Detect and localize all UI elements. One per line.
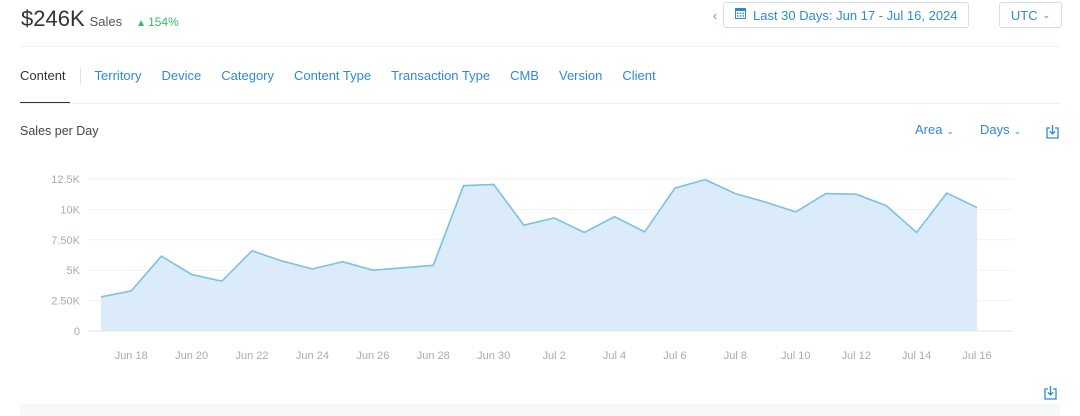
x-tick-label: Jul 6 bbox=[663, 350, 686, 362]
timezone-select[interactable]: UTC ⌄ bbox=[999, 2, 1062, 28]
sales-total: $246K bbox=[21, 6, 85, 31]
tab-client[interactable]: Client bbox=[622, 68, 656, 83]
x-tick-label: Jul 12 bbox=[841, 350, 870, 362]
download-icon[interactable] bbox=[1046, 124, 1059, 142]
download-icon[interactable] bbox=[1044, 385, 1057, 405]
next-section-strip bbox=[20, 404, 1060, 416]
chart-controls: Area ⌄ Days ⌄ bbox=[900, 122, 1070, 142]
tab-category[interactable]: Category bbox=[221, 68, 274, 83]
granularity-label: Days bbox=[980, 122, 1010, 137]
sales-per-day-chart: 0 2.50K 5K 7.50K 10K 12.5K Jun 18 Jun 20 Jun 22… bbox=[51, 174, 1013, 362]
x-tick-label: Jul 10 bbox=[781, 350, 810, 362]
date-range-button[interactable]: Last 30 Days: Jun 17 - Jul 16, 2024 bbox=[723, 2, 969, 28]
tab-content[interactable]: Content bbox=[20, 60, 80, 104]
x-tick-label: Jun 28 bbox=[417, 350, 450, 362]
x-tick-label: Jun 30 bbox=[477, 350, 510, 362]
tab-territory[interactable]: Territory bbox=[94, 68, 142, 83]
sales-summary: $246K Sales ▲ 154% bbox=[21, 6, 179, 42]
x-tick-label: Jun 22 bbox=[236, 350, 269, 362]
x-tick-label: Jul 8 bbox=[724, 350, 747, 362]
tabs-divider bbox=[20, 103, 1060, 104]
date-navigation: ‹ Last 30 Days: Jun 17 - Jul 16, 2024 bbox=[708, 2, 969, 28]
y-tick-label: 10K bbox=[60, 204, 80, 216]
chart-type-label: Area bbox=[915, 122, 943, 137]
granularity-select[interactable]: Days ⌄ bbox=[980, 122, 1021, 137]
date-range-label: Last 30 Days: Jun 17 - Jul 16, 2024 bbox=[753, 7, 958, 23]
sales-label: Sales bbox=[89, 14, 123, 29]
timezone-label: UTC bbox=[1010, 7, 1038, 23]
x-tick-label: Jun 26 bbox=[356, 350, 389, 362]
sales-line bbox=[100, 178, 978, 298]
x-tick-label: Jun 24 bbox=[296, 350, 329, 362]
sales-delta-value: 154% bbox=[148, 15, 179, 29]
chart-type-select[interactable]: Area ⌄ bbox=[915, 122, 954, 137]
tab-device[interactable]: Device bbox=[161, 68, 202, 83]
y-tick-label: 5K bbox=[67, 265, 81, 277]
sales-delta: ▲ 154% bbox=[136, 15, 179, 29]
y-tick-label: 7.50K bbox=[51, 235, 80, 247]
dimension-tabs: Content Territory Device Category Conten… bbox=[20, 60, 676, 104]
x-tick-label: Jun 20 bbox=[175, 350, 208, 362]
chart-title: Sales per Day bbox=[20, 124, 99, 138]
chevron-down-icon: ⌄ bbox=[1042, 9, 1051, 20]
x-tick-label: Jul 16 bbox=[962, 350, 991, 362]
chevron-down-icon: ⌄ bbox=[946, 126, 955, 136]
tab-separator bbox=[79, 67, 81, 85]
y-tick-label: 0 bbox=[74, 326, 80, 338]
tab-version[interactable]: Version bbox=[558, 68, 603, 83]
up-triangle-icon: ▲ bbox=[136, 18, 147, 29]
chevron-left-icon[interactable]: ‹ bbox=[712, 7, 718, 23]
sales-area bbox=[101, 179, 977, 331]
y-tick-label: 12.5K bbox=[51, 174, 80, 186]
header-divider bbox=[20, 46, 1060, 47]
tab-cmb[interactable]: CMB bbox=[510, 68, 539, 83]
tab-transaction-type[interactable]: Transaction Type bbox=[391, 68, 491, 83]
calendar-icon bbox=[735, 8, 746, 22]
x-tick-label: Jul 14 bbox=[902, 350, 931, 362]
x-tick-label: Jul 4 bbox=[603, 350, 626, 362]
tab-content-type[interactable]: Content Type bbox=[294, 68, 372, 83]
x-tick-label: Jun 18 bbox=[115, 350, 148, 362]
x-tick-label: Jul 2 bbox=[542, 350, 565, 362]
chevron-down-icon: ⌄ bbox=[1013, 126, 1022, 136]
y-tick-label: 2.50K bbox=[51, 296, 80, 308]
